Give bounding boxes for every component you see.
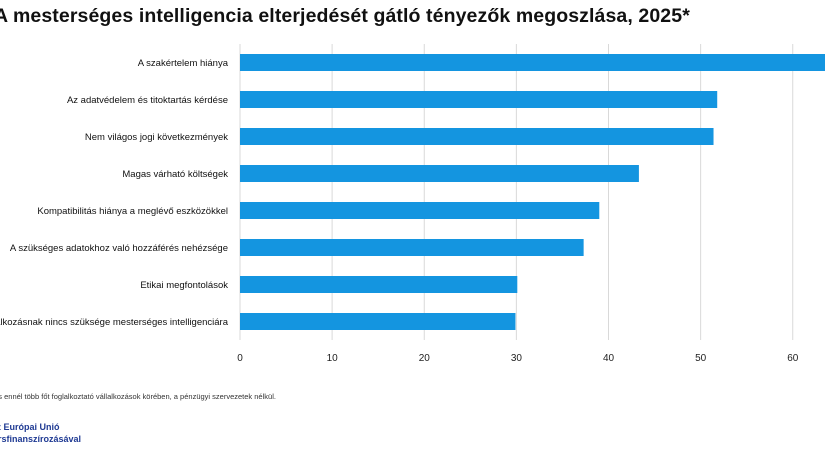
category-label-3: Magas várható költségek (122, 169, 228, 180)
bar-3 (240, 165, 639, 182)
x-tick-10: 10 (327, 353, 339, 364)
bar-5 (240, 239, 584, 256)
logo-line-2: társfinanszírozásával (0, 434, 82, 444)
x-tick-60: 60 (787, 353, 799, 364)
category-label-2: Nem világos jogi következmények (85, 132, 228, 143)
grid-lines (239, 44, 794, 340)
bar-0 (240, 54, 825, 71)
category-label-1: Az adatvédelem és titoktartás kérdése (67, 95, 228, 106)
category-label-7: A vállalkozásnak nincs szüksége mestersé… (0, 317, 229, 328)
x-tick-40: 40 (603, 353, 615, 364)
category-label-6: Etikai megfontolások (140, 280, 228, 291)
category-label-0: A szakértelem hiánya (138, 58, 229, 69)
chart-title: A mesterséges intelligencia elterjedését… (0, 5, 690, 27)
bar-6 (240, 276, 518, 293)
eu-cofinancing-logo: Az Európai Unió társfinanszírozásával (0, 421, 81, 445)
logo-line-1: Az Európai Unió (0, 422, 60, 432)
category-labels: A szakértelem hiánya Az adatvédelem és ti… (0, 58, 229, 328)
bar-2 (240, 128, 714, 145)
x-tick-50: 50 (695, 353, 707, 364)
bar-4 (240, 202, 600, 219)
bar-7 (240, 313, 516, 330)
footnote: * A 10 főt és ennél több főt foglalkozta… (0, 392, 276, 401)
category-label-5: A szükséges adatokhoz való hozzáférés ne… (10, 243, 228, 254)
x-tick-labels: 0 10 20 30 40 50 60 (237, 353, 799, 364)
category-label-4: Kompatibilitás hiánya a meglévő eszközök… (37, 206, 228, 217)
bar-1 (240, 91, 718, 108)
x-tick-30: 30 (511, 353, 523, 364)
bars (240, 54, 825, 330)
x-tick-0: 0 (237, 353, 243, 364)
x-tick-20: 20 (419, 353, 431, 364)
